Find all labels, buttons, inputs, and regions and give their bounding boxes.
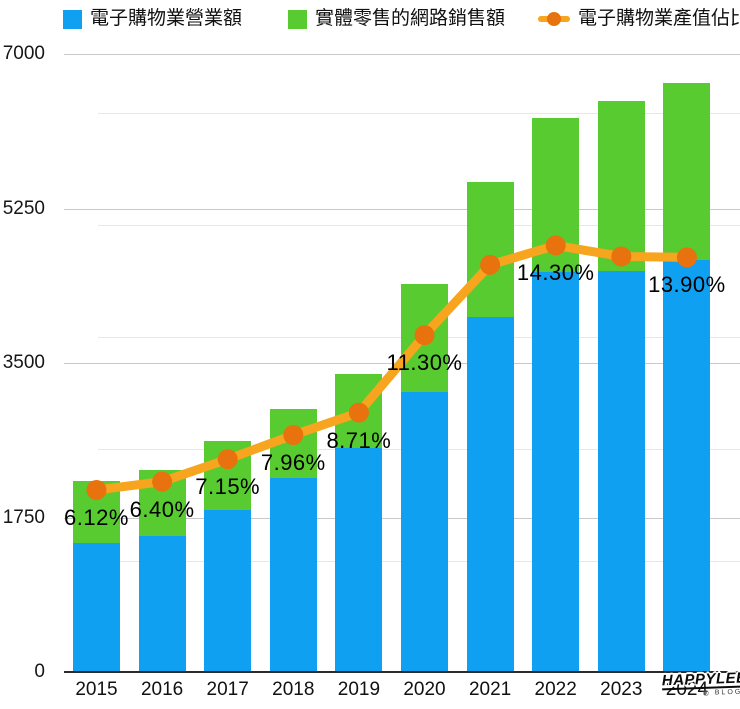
x-axis-tick-2024: 2024 — [665, 679, 709, 700]
major-gridline — [64, 209, 740, 210]
x-axis-tick-2015: 2015 — [75, 679, 118, 700]
bar-2024-retail-online — [663, 83, 711, 261]
legend-item-retail-online: 實體零售的網路銷售額 — [288, 8, 505, 30]
y-axis-tick-0: 0 — [34, 661, 45, 682]
legend-item-online-sales: 電子購物業營業額 — [63, 8, 242, 30]
x-axis-tick-2021: 2021 — [468, 679, 512, 700]
line-marker-icon — [538, 9, 570, 29]
green-swatch-icon — [288, 9, 307, 29]
x-axis-tick-2018: 2018 — [272, 679, 315, 700]
y-axis-tick-3500: 3500 — [2, 352, 45, 373]
bar-2021-online-sales — [466, 317, 514, 672]
bar-2019-online-sales — [335, 448, 383, 672]
blue-swatch-icon — [63, 9, 82, 29]
legend-label: 電子購物業產值佔比 — [578, 8, 740, 29]
bar-2020-online-sales — [401, 392, 448, 672]
pct-label-2015: 6.12% — [64, 505, 129, 530]
pct-label-2017: 7.15% — [195, 474, 261, 500]
x-axis-tick-2023: 2023 — [600, 679, 643, 700]
watermark: HAPPYLEE ◎ BLOG — [662, 669, 740, 700]
y-axis-tick-5250: 5250 — [2, 197, 45, 219]
bar-2021-retail-online — [466, 182, 514, 318]
bar-2022-retail-online — [532, 118, 580, 273]
legend-item-share-line: 電子購物業產值佔比 — [538, 8, 740, 30]
pct-label-2022: 14.30% — [516, 260, 595, 286]
x-axis-tick-2016: 2016 — [140, 679, 184, 700]
pct-label-2020: 11.30% — [386, 350, 463, 376]
x-axis-line — [64, 671, 740, 673]
pct-label-2016: 6.40% — [129, 496, 195, 522]
minor-gridline — [98, 113, 740, 114]
bar-2015-online-sales — [73, 543, 120, 672]
x-axis-tick-2019: 2019 — [337, 679, 381, 700]
x-axis-tick-2017: 2017 — [206, 679, 249, 700]
bar-2022-online-sales — [532, 272, 580, 672]
bar-2023-retail-online — [597, 101, 645, 272]
bar-2018-online-sales — [269, 478, 317, 672]
bar-2017-online-sales — [204, 510, 252, 672]
bar-2024-online-sales — [663, 260, 711, 672]
y-axis-tick-7000: 7000 — [2, 43, 45, 64]
legend-label: 實體零售的網路銷售額 — [315, 8, 506, 29]
bar-2023-online-sales — [597, 271, 645, 672]
legend-label: 電子購物業營業額 — [90, 8, 243, 29]
x-axis-tick-2020: 2020 — [403, 679, 446, 700]
minor-gridline — [98, 225, 740, 226]
pct-label-2019: 8.71% — [326, 427, 392, 453]
y-axis-tick-1750: 1750 — [2, 506, 45, 528]
pct-label-2018: 7.96% — [260, 449, 326, 475]
pct-label-2024: 13.90% — [648, 272, 726, 298]
x-axis-tick-2022: 2022 — [534, 679, 577, 700]
major-gridline — [64, 54, 740, 55]
bar-2016-online-sales — [138, 536, 186, 672]
